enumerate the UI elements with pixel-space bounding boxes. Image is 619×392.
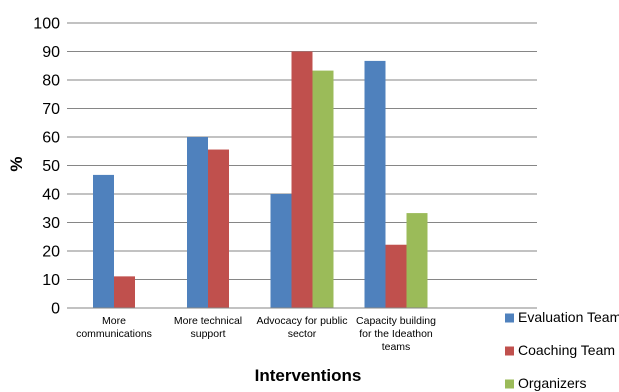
legend-label: Evaluation Team — [518, 309, 619, 325]
bar-coaching-team — [114, 276, 135, 308]
y-axis-title: % — [7, 156, 26, 171]
bar-organizers — [312, 70, 334, 308]
y-tick-label: 80 — [42, 73, 60, 90]
y-tick-label: 50 — [42, 158, 60, 175]
bar-organizers — [406, 213, 428, 308]
x-category-label: More technical — [174, 315, 242, 327]
y-tick-label: 60 — [42, 130, 60, 147]
bar-coaching-team — [291, 51, 313, 308]
legend-label: Organizers — [518, 375, 586, 391]
y-tick-label: 100 — [33, 16, 60, 33]
x-category-label: for the Ideathon — [359, 328, 433, 340]
bar-coaching-team — [208, 149, 229, 308]
x-category-label: sector — [288, 328, 317, 340]
bar-evaluation-team — [364, 60, 386, 308]
bars — [93, 51, 428, 308]
y-tick-label: 70 — [42, 101, 60, 118]
y-tick-label: 40 — [42, 187, 60, 204]
bar-evaluation-team — [187, 137, 208, 308]
bar-coaching-team — [385, 244, 407, 308]
legend-swatch — [505, 379, 514, 389]
y-tick-labels: 0 10 20 30 40 50 60 70 80 90 100 — [33, 16, 60, 318]
legend-swatch — [505, 313, 514, 323]
y-tick-label: 30 — [42, 215, 60, 232]
x-category-label: teams — [382, 341, 411, 353]
legend-label: Coaching Team — [518, 342, 615, 358]
y-tick-label: 0 — [51, 301, 60, 318]
y-tick-label: 10 — [42, 272, 60, 289]
x-category-label: More — [102, 315, 126, 327]
x-category-label: Capacity building — [356, 315, 436, 327]
x-category-label: communications — [76, 328, 152, 340]
legend: Evaluation Team Coaching Team Organizers — [505, 309, 619, 391]
x-axis-title: Interventions — [255, 366, 362, 385]
x-category-label: support — [190, 328, 225, 340]
y-tick-label: 20 — [42, 244, 60, 261]
bar-evaluation-team — [270, 194, 292, 308]
bar-evaluation-team — [93, 174, 114, 308]
x-category-label: Advocacy for public — [256, 315, 347, 327]
y-tick-label: 90 — [42, 44, 60, 61]
legend-swatch — [505, 346, 514, 356]
